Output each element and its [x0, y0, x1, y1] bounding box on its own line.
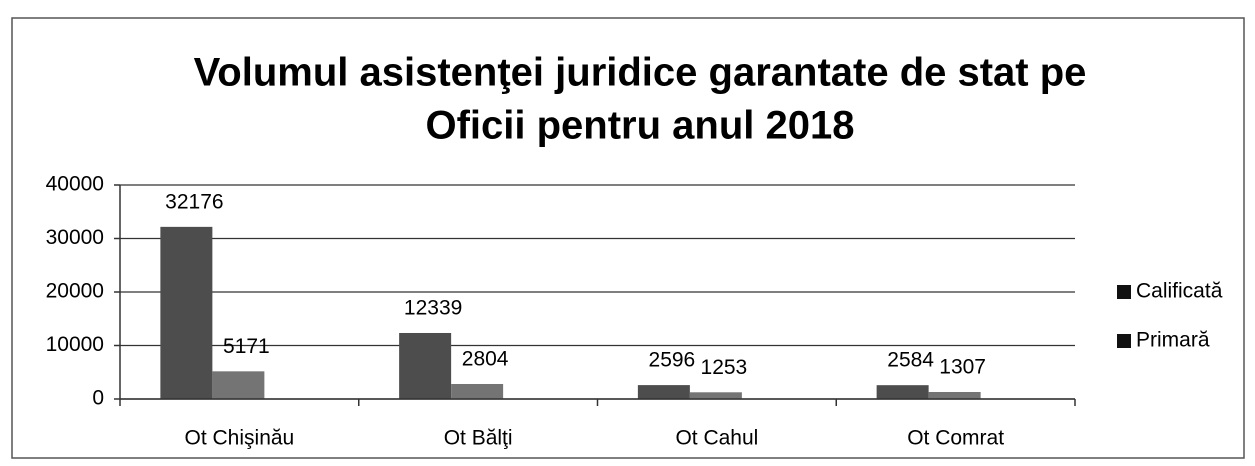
x-tick-label: Ot Comrat [907, 427, 1004, 450]
bar [876, 385, 929, 399]
data-label: 12339 [404, 297, 462, 320]
data-label: 1307 [939, 356, 986, 379]
x-tick-label: Ot Chişinău [185, 427, 295, 450]
bar [160, 226, 213, 399]
data-label: 32176 [165, 190, 223, 213]
x-tick-label: Ot Bălţi [444, 427, 513, 450]
data-label: 2584 [887, 349, 934, 372]
bar [451, 383, 504, 399]
legend-swatch [1117, 285, 1131, 299]
data-label: 5171 [223, 335, 270, 358]
legend-swatch [1117, 334, 1131, 348]
legend-label: Calificată [1136, 280, 1223, 303]
data-label: 2804 [462, 348, 509, 371]
bar [399, 332, 452, 399]
y-tick-label: 10000 [46, 333, 104, 356]
bar [689, 392, 742, 399]
chart-title: Volumul asistenţei juridice garantate de… [194, 51, 1087, 95]
bar [928, 392, 981, 399]
data-label: 1253 [701, 356, 748, 379]
y-tick-label: 0 [92, 387, 104, 410]
chart-title: Oficii pentru anul 2018 [425, 104, 854, 148]
y-tick-label: 30000 [46, 226, 104, 249]
x-tick-label: Ot Cahul [675, 427, 758, 450]
legend-label: Primară [1136, 329, 1210, 352]
bar [637, 385, 690, 399]
y-tick-label: 20000 [46, 280, 104, 303]
bar [212, 371, 265, 399]
y-tick-label: 40000 [46, 173, 104, 196]
data-label: 2596 [649, 349, 696, 372]
